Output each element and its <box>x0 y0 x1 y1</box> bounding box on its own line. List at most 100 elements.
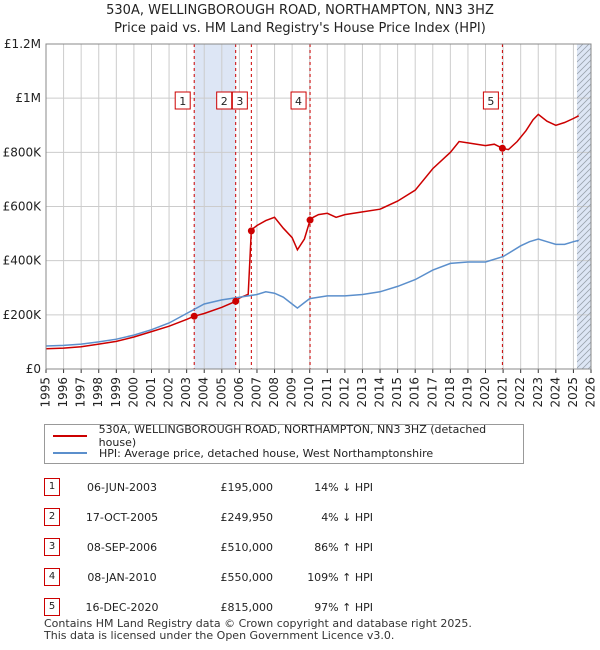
x-tick-label: 1995 <box>39 377 53 408</box>
y-tick-label: £0 <box>26 362 41 376</box>
row-date-cell: 16-DEC-2020 <box>85 600 159 614</box>
table-row: 3 08-SEP-2006 £510,000 86% ↑ HPI <box>44 532 373 562</box>
row-price-cell: £815,000 <box>220 600 274 614</box>
row-number-cell: 3 <box>44 532 66 562</box>
row-number-badge: 2 <box>44 508 60 526</box>
x-tick-label: 2024 <box>548 377 562 408</box>
row-number-badge: 4 <box>44 568 60 586</box>
sale-point-4 <box>306 216 314 224</box>
x-tick-label: 1997 <box>74 377 88 408</box>
row-date-cell: 08-SEP-2006 <box>86 540 158 554</box>
x-tick-label: 2009 <box>285 377 299 408</box>
property-price-line <box>45 113 580 350</box>
y-tick-label: £200K <box>3 308 43 322</box>
x-tick-label: 2003 <box>179 377 193 408</box>
chart-legend: 530A, WELLINGBOROUGH ROAD, NORTHAMPTON, … <box>44 423 524 464</box>
sale-point-3 <box>247 227 255 235</box>
table-row: 1 06-JUN-2003 £195,000 14% ↓ HPI <box>44 472 373 502</box>
x-tick-label: 2006 <box>232 377 246 408</box>
x-tick-label: 2005 <box>214 377 228 408</box>
sale-label-1: 1 <box>179 95 186 108</box>
plot-area-border <box>45 43 592 370</box>
row-date-cell: 06-JUN-2003 <box>86 480 158 494</box>
legend-label-property: 530A, WELLINGBOROUGH ROAD, NORTHAMPTON, … <box>98 423 487 449</box>
x-tick-label: 2026 <box>584 377 598 408</box>
row-number-badge: 3 <box>44 538 60 556</box>
chart-title-line1: 530A, WELLINGBOROUGH ROAD, NORTHAMPTON, … <box>106 3 494 18</box>
x-tick-label: 2023 <box>531 377 545 408</box>
x-tick-label: 2012 <box>337 377 351 408</box>
row-number-cell: 4 <box>44 562 66 592</box>
x-tick-label: 2022 <box>513 377 527 408</box>
row-hpi-cell: 109% ↑ HPI <box>307 570 373 584</box>
x-tick-label: 1996 <box>56 377 70 408</box>
sale-label-box-5 <box>482 91 499 110</box>
sale-label-box-1 <box>174 91 191 110</box>
y-tick-label: £1M <box>15 91 41 105</box>
x-tick-label: 2019 <box>460 377 474 408</box>
row-number-badge: 1 <box>44 478 60 496</box>
table-row: 2 17-OCT-2005 £249,950 4% ↓ HPI <box>44 502 373 532</box>
x-tick-label: 1999 <box>109 377 123 408</box>
row-hpi-cell: 14% ↓ HPI <box>314 480 373 494</box>
x-tick-label: 2021 <box>496 377 510 408</box>
y-tick-label: £400K <box>3 254 43 268</box>
row-number-badge: 5 <box>44 598 60 616</box>
x-tick-label: 2010 <box>302 377 316 408</box>
sale-label-box-3 <box>231 91 248 110</box>
table-row: 4 08-JAN-2010 £550,000 109% ↑ HPI <box>44 562 373 592</box>
row-price-cell: £195,000 <box>220 480 274 494</box>
legend-item-hpi: HPI: Average price, detached house, West… <box>53 445 433 461</box>
footer-licence: This data is licensed under the Open Gov… <box>44 629 395 642</box>
x-tick-label: 2007 <box>249 377 263 408</box>
row-hpi-cell: 86% ↑ HPI <box>314 540 373 554</box>
x-tick-label: 2020 <box>478 377 492 408</box>
sale-label-5: 5 <box>487 95 494 108</box>
x-tick-label: 2018 <box>443 377 457 408</box>
sale-point-2 <box>232 297 240 305</box>
x-tick-label: 2000 <box>126 377 140 408</box>
row-date-cell: 17-OCT-2005 <box>85 510 159 524</box>
row-number-cell: 1 <box>44 472 66 502</box>
x-tick-label: 2001 <box>144 377 158 408</box>
row-hpi-cell: 97% ↑ HPI <box>314 600 373 614</box>
row-price-cell: £249,950 <box>220 510 274 524</box>
x-tick-label: 2017 <box>425 377 439 408</box>
y-tick-label: £600K <box>3 200 43 214</box>
sales-table: 1 06-JUN-2003 £195,000 14% ↓ HPI 2 17-OCT-200… <box>44 472 373 622</box>
row-price-cell: £510,000 <box>220 540 274 554</box>
table-row: 5 16-DEC-2020 £815,000 97% ↑ HPI <box>44 592 373 622</box>
footer: Contains HM Land Registry data © Crown c… <box>44 618 472 642</box>
x-tick-label: 2014 <box>373 377 387 408</box>
sale-label-4: 4 <box>295 95 302 108</box>
x-tick-label: 1998 <box>91 377 105 408</box>
footer-copyright: Contains HM Land Registry data © Crown c… <box>44 617 472 630</box>
x-tick-label: 2008 <box>267 377 281 408</box>
x-tick-label: 2004 <box>197 377 211 408</box>
row-number-cell: 2 <box>44 502 66 532</box>
legend-swatch-property <box>53 435 87 437</box>
forecast-hatch <box>576 44 592 369</box>
legend-item-property: 530A, WELLINGBOROUGH ROAD, NORTHAMPTON, … <box>53 423 523 449</box>
x-tick-label: 2025 <box>566 377 580 408</box>
x-tick-label: 2015 <box>390 377 404 408</box>
x-tick-label: 2013 <box>355 377 369 408</box>
row-date-cell: 08-JAN-2010 <box>87 570 157 584</box>
row-hpi-cell: 4% ↓ HPI <box>321 510 373 524</box>
chart-subtitle: Price paid vs. HM Land Registry's House … <box>114 21 486 36</box>
legend-swatch-hpi <box>53 452 87 454</box>
x-tick-label: 2011 <box>320 377 334 408</box>
row-price-cell: £550,000 <box>220 570 274 584</box>
sale-label-3: 3 <box>236 95 243 108</box>
sale-label-box-4 <box>290 91 307 110</box>
legend-label-hpi: HPI: Average price, detached house, West… <box>99 446 434 460</box>
y-tick-label: £1.2M <box>4 37 41 51</box>
sale-label-box-2 <box>216 91 233 110</box>
x-tick-label: 2016 <box>408 377 422 408</box>
x-tick-label: 2002 <box>162 377 176 408</box>
sale-point-5 <box>498 144 506 152</box>
y-tick-label: £800K <box>3 145 43 159</box>
hpi-line <box>45 238 579 347</box>
sale-point-1 <box>190 312 198 320</box>
